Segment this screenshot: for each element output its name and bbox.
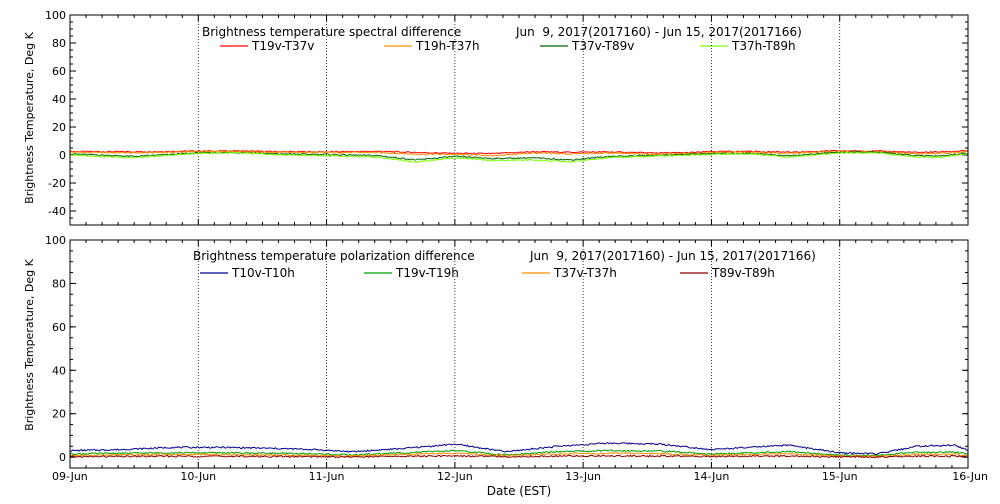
x-tick-label: 10-Jun: [180, 470, 216, 483]
y-tick-label: 100: [45, 234, 66, 247]
axis-ticks: 0 20 40 60 80 100 09-Jun 10-Jun 11-Jun 12-Jun 13-J…: [45, 234, 988, 483]
legend-label: T19h-T37h: [415, 39, 480, 53]
y-tick-label: 60: [52, 65, 66, 78]
y-tick-label: 0: [59, 149, 66, 162]
y-tick-label: 20: [52, 121, 66, 134]
legend-label: T19v-T19h: [395, 266, 459, 280]
plot-frame: [69, 239, 969, 469]
panel-date-range: Jun 9, 2017(2017160) - Jun 15, 2017(2017…: [515, 25, 802, 39]
plot-frame: [69, 14, 969, 226]
spectral-difference-panel: Brightness temperature spectral differen…: [23, 9, 969, 226]
y-tick-label: 60: [52, 321, 66, 334]
grid-lines: [197, 15, 841, 225]
legend: T19v-T37v T19h-T37h T37v-T89v T37h-T89h: [220, 39, 796, 53]
y-tick-label: -40: [48, 205, 66, 218]
polarization-difference-panel: Brightness temperature polarization diff…: [23, 234, 988, 498]
y-axis-label: Brightness Temperature, Deg K: [23, 31, 36, 203]
legend-label: T19v-T37v: [251, 39, 314, 53]
legend-label: T37v-T37h: [553, 266, 617, 280]
x-tick-label: 14-Jun: [694, 470, 730, 483]
series-line: [69, 454, 969, 459]
y-tick-label: 0: [59, 451, 66, 464]
x-tick-label: 12-Jun: [437, 470, 473, 483]
y-tick-label: 80: [52, 277, 66, 290]
legend-label: T37v-T89v: [571, 39, 634, 53]
x-tick-label: 11-Jun: [309, 470, 345, 483]
axis-ticks: -40 -20 0 20 40 60 80 100: [45, 9, 969, 226]
panel-date-range: Jun 9, 2017(2017160) - Jun 15, 2017(2017…: [529, 249, 816, 263]
x-axis-label: Date (EST): [487, 484, 551, 498]
grid-lines: [197, 240, 841, 468]
x-tick-label: 15-Jun: [822, 470, 858, 483]
legend-label: T89v-T89h: [711, 266, 775, 280]
legend-label: T37h-T89h: [731, 39, 796, 53]
legend: T10v-T10h T19v-T19h T37v-T37h T89v-T89h: [200, 266, 775, 280]
y-tick-label: 20: [52, 408, 66, 421]
series-lines: [69, 442, 969, 459]
panel-title: Brightness temperature polarization diff…: [193, 249, 475, 263]
y-tick-label: 40: [52, 93, 66, 106]
x-tick-label: 09-Jun: [52, 470, 88, 483]
series-line: [70, 442, 969, 456]
panel-title: Brightness temperature spectral differen…: [202, 25, 461, 39]
legend-label: T10v-T10h: [231, 266, 295, 280]
y-tick-label: 100: [45, 9, 66, 22]
x-tick-label: 16-Jun: [952, 470, 988, 483]
series-line: [69, 452, 969, 458]
series-line: [69, 151, 969, 164]
y-tick-label: 80: [52, 37, 66, 50]
y-tick-label: -20: [48, 177, 66, 190]
y-tick-label: 40: [52, 364, 66, 377]
y-axis-label: Brightness Temperature, Deg K: [23, 258, 36, 430]
series-line: [69, 150, 969, 157]
x-tick-label: 13-Jun: [565, 470, 601, 483]
series-lines: [69, 149, 969, 164]
